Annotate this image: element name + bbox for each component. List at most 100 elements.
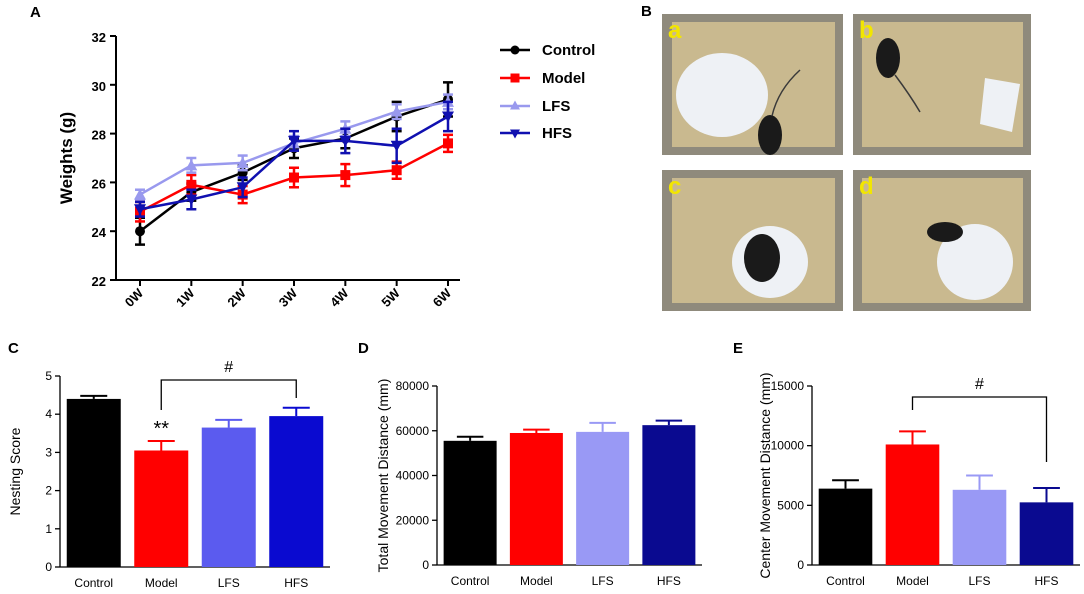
bar-hfs [642, 425, 696, 565]
e-significance-hash: # [975, 376, 984, 393]
chart-d-total-movement: 0 20000 40000 60000 80000 Control Model LFS HFS T… [375, 379, 702, 588]
legend-marker-control [510, 45, 520, 55]
point-model [391, 165, 402, 176]
a-y-tick-label: 28 [92, 128, 106, 143]
legend-label-control: Control [542, 42, 595, 59]
point-hfs [185, 194, 198, 206]
chart-e-center-movement: 0 5000 10000 15000 Control Model LFS HFS Center … [757, 372, 1080, 588]
photo-b-mouse-tail [894, 74, 921, 113]
panel-label-b: B [641, 3, 652, 20]
legend-marker-model [510, 73, 520, 83]
bar-control [818, 488, 873, 565]
nesting-photos: a b c d [662, 14, 1031, 311]
e-significance-bracket [911, 396, 1048, 462]
a-x-tick-label: 5W [378, 285, 403, 310]
e-x-tick-label: Model [896, 574, 929, 588]
bar-lfs [576, 431, 630, 565]
a-x-tick-label: 6W [430, 285, 455, 310]
point-hfs [288, 135, 300, 147]
point-lfs [134, 188, 146, 200]
photo-b-nestlet [980, 78, 1020, 132]
photo-a: a [662, 14, 843, 155]
photo-d-tag: d [859, 173, 874, 200]
photo-b-mouse [876, 38, 900, 78]
point-hfs [442, 111, 454, 123]
chart-a-weights: 22 24 26 28 30 32 0W 1W 2W 3W 4W 5W 6W Weights (g) [57, 30, 460, 310]
d-x-tick-label: LFS [592, 574, 614, 588]
d-x-tick-label: Model [520, 574, 553, 588]
legend-entry-lfs: LFS [500, 98, 570, 115]
legend-label-hfs: HFS [542, 125, 572, 142]
panel-label-c: C [8, 340, 19, 357]
c-x-tick-label: LFS [218, 576, 240, 590]
legend-entry-control: Control [500, 42, 595, 59]
c-y-tick-label: 2 [45, 484, 52, 498]
legend-label-model: Model [542, 70, 585, 87]
c-x-tick-label: Control [74, 576, 113, 590]
a-y-tick-label: 32 [92, 30, 106, 45]
e-x-tick-label: Control [826, 574, 865, 588]
d-y-axis-label: Total Movement Distance (mm) [375, 379, 391, 573]
a-y-tick-label: 24 [92, 225, 107, 240]
d-y-tick-label: 80000 [396, 379, 430, 393]
photo-a-nest [676, 53, 768, 137]
e-y-tick-label: 10000 [771, 439, 805, 453]
c-significance-star: ** [153, 418, 169, 440]
e-x-tick-label: LFS [968, 574, 990, 588]
c-significance-bracket [160, 379, 297, 410]
legend-a: Control Model LFS HFS [500, 42, 595, 142]
bar-hfs [1019, 502, 1074, 565]
point-model [289, 172, 299, 183]
c-x-tick-label: HFS [284, 576, 308, 590]
point-lfs [236, 156, 249, 168]
a-x-tick-label: 2W [224, 285, 249, 310]
bar-model [885, 444, 940, 565]
bar-lfs [201, 427, 256, 567]
panel-label-d: D [358, 340, 369, 357]
point-lfs [185, 159, 198, 171]
point-lfs [390, 105, 403, 117]
photo-d-nest [937, 224, 1013, 300]
bar-model [509, 432, 563, 565]
point-model [340, 170, 351, 181]
a-x-tick-label: 0W [122, 285, 147, 310]
chart-c-nesting-score: 0 1 2 3 4 5 Control Model LFS HFS Nesting Score ** # [7, 359, 330, 590]
c-y-tick-label: 5 [45, 369, 52, 383]
photo-d-mouse [927, 222, 963, 242]
c-y-tick-label: 4 [45, 407, 52, 421]
c-x-tick-label: Model [145, 576, 178, 590]
d-y-tick-label: 0 [422, 558, 429, 572]
point-hfs [390, 140, 403, 152]
photo-c-mouse [744, 234, 780, 282]
panel-label-e: E [733, 340, 743, 357]
a-y-tick-label: 26 [92, 176, 106, 191]
point-control [135, 226, 145, 237]
legend-marker-hfs [510, 129, 520, 139]
c-y-tick-label: 3 [45, 445, 52, 459]
c-significance-hash: # [224, 359, 233, 376]
photo-d: d [853, 170, 1031, 311]
a-y-tick-label: 22 [92, 274, 106, 289]
bar-control [66, 398, 121, 567]
a-y-tick-label: 30 [92, 79, 106, 94]
bar-hfs [269, 416, 324, 567]
photo-b-tag: b [859, 17, 874, 44]
e-y-axis-label: Center Movement Distance (mm) [757, 372, 773, 578]
bar-lfs [952, 489, 1007, 565]
bar-control [443, 440, 497, 565]
c-y-axis-label: Nesting Score [7, 427, 23, 515]
a-x-tick-label: 1W [173, 285, 198, 310]
point-model [443, 138, 453, 149]
point-hfs [134, 204, 146, 216]
photo-a-tag: a [668, 17, 682, 44]
d-y-tick-label: 40000 [396, 469, 430, 483]
e-y-tick-label: 5000 [777, 498, 804, 512]
c-y-tick-label: 1 [45, 522, 52, 536]
photo-b: b [853, 14, 1031, 155]
point-hfs [339, 135, 352, 147]
e-y-tick-label: 15000 [771, 379, 805, 393]
legend-entry-model: Model [500, 70, 585, 87]
legend-marker-lfs [510, 100, 520, 110]
photo-c: c [662, 170, 843, 311]
